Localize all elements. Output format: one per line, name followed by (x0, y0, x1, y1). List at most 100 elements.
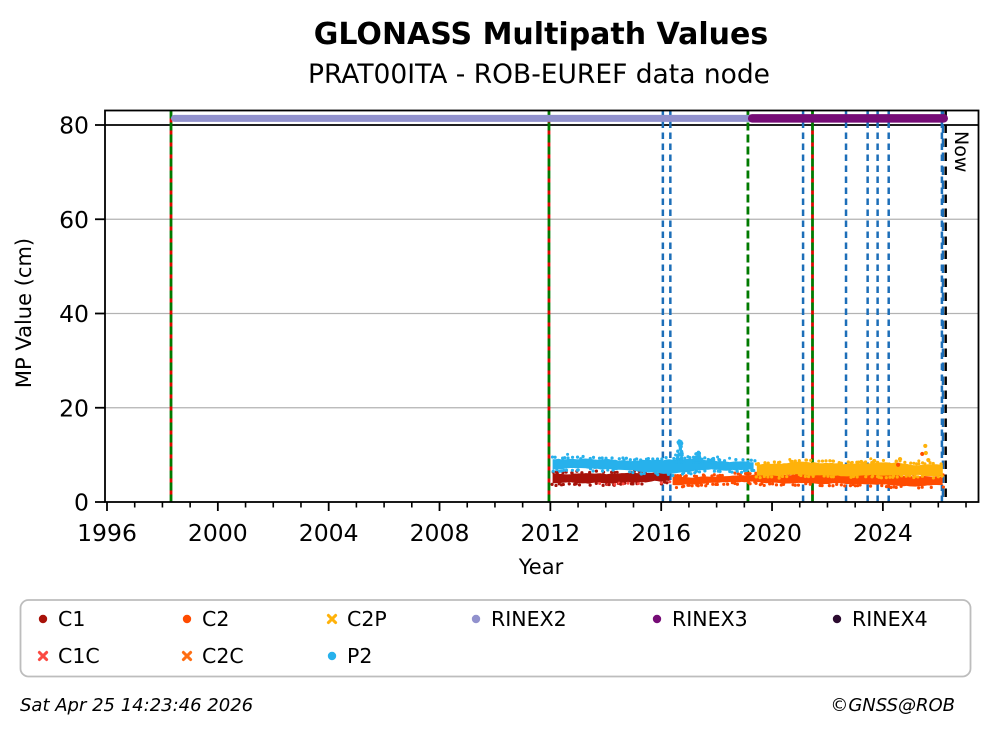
scatter-dot (622, 458, 626, 462)
scatter-dot (554, 483, 558, 488)
scatter-dot (646, 457, 650, 461)
scatter-dot (607, 482, 611, 487)
scatter-dot (553, 455, 557, 459)
scatter-dot (748, 472, 752, 476)
scatter-dot (849, 475, 853, 479)
scatter-dot (703, 456, 707, 460)
axes-frame (104, 109, 980, 503)
scatter-dot (642, 471, 646, 476)
legend-label-c2: C2 (202, 607, 229, 631)
scatter-dot (808, 482, 812, 486)
scatter-dot (664, 455, 668, 460)
scatter-dot (888, 475, 892, 479)
scatter-dot (640, 482, 644, 486)
now-label: Now (950, 131, 972, 172)
outlier-dot (872, 458, 877, 464)
scatter-dot (696, 484, 700, 488)
y-tick-label: 40 (59, 300, 89, 328)
x-tick-label: 2004 (299, 519, 359, 547)
scatter-dot (679, 444, 683, 449)
legend-label-rinex2: RINEX2 (491, 607, 567, 631)
scatter-dot (689, 472, 693, 476)
scatter-dot (635, 457, 639, 461)
scatter-dot (588, 467, 593, 471)
chart-title: GLONASS Multipath Values (314, 17, 768, 52)
legend-label-c1c: C1C (58, 644, 100, 668)
scatter-dot (746, 459, 750, 463)
scatter-dot (679, 456, 684, 460)
scatter-dot (777, 476, 781, 480)
scatter-dot (753, 459, 757, 463)
scatter-dot (766, 475, 770, 479)
scatter-dot (688, 455, 692, 460)
scatter-dot (674, 453, 678, 457)
scatter-dot (725, 482, 730, 486)
scatter-dot (912, 461, 916, 465)
scatter-dot (768, 482, 772, 486)
scatter-dot (628, 470, 632, 474)
scatter-dot (611, 468, 615, 472)
scatter-dot (762, 483, 766, 488)
scatter-dot (822, 474, 826, 478)
scatter-dot (601, 483, 605, 488)
scatter-dot (864, 475, 868, 479)
scatter-dot (871, 474, 875, 478)
legend-label-c2p: C2P (347, 607, 387, 631)
scatter-dot (762, 474, 766, 479)
x-tick-label: 2012 (520, 519, 580, 547)
gridlines (105, 124, 979, 409)
scatter-dot (760, 481, 764, 486)
scatter-dot (655, 457, 660, 461)
scatter-dot (824, 459, 828, 463)
scatter-dot (797, 458, 801, 463)
x-tick-label: 2016 (631, 519, 691, 547)
scatter-dot (594, 469, 598, 473)
scatter-dot (676, 473, 680, 478)
scatter-dot (831, 484, 835, 488)
scatter-dot-fringe (598, 481, 602, 485)
outlier-dot (926, 457, 931, 463)
scatter-dot (631, 482, 635, 486)
scatter-dot (920, 474, 925, 478)
scatter-dot (720, 473, 724, 478)
copyright: ©GNSS@ROB (830, 695, 955, 716)
scatter-dot (683, 456, 687, 460)
scatter-dot (690, 484, 694, 488)
scatter-dot (712, 473, 716, 477)
scatter-dot (770, 475, 774, 479)
scatter-dot (835, 482, 839, 486)
scatter-dot (682, 471, 686, 475)
scatter-dot (581, 454, 585, 459)
y-tick-label: 0 (74, 489, 89, 517)
scatter-dot (858, 483, 862, 487)
scatter-dot (550, 455, 555, 459)
scatter-dot (588, 470, 592, 475)
y-tick-label: 20 (59, 394, 89, 422)
scatter-dot (570, 455, 575, 459)
scatter-dot (846, 460, 850, 464)
scatter-dot (610, 456, 614, 460)
scatter-dot (730, 481, 734, 485)
scatter-dot (674, 485, 679, 490)
scatter-dot (684, 474, 688, 478)
scatter-dot (913, 474, 917, 478)
scatter-dot (790, 459, 794, 464)
scatter-dot (939, 462, 943, 466)
scatter-dot (566, 452, 570, 456)
scatter-dot (752, 468, 756, 473)
scatter-dot (778, 460, 782, 464)
scatter-dot (766, 461, 770, 465)
scatter-dot (793, 483, 797, 487)
scatter-dot (718, 473, 722, 477)
scatter-dot (754, 471, 758, 475)
scatter-dot (804, 482, 808, 486)
scatter-dot (600, 456, 604, 460)
series-band-C1 (552, 472, 670, 484)
scatter-dot (843, 484, 847, 488)
scatter-dot (780, 474, 785, 479)
scatter-dot (785, 474, 789, 479)
scatter-dot (774, 483, 779, 487)
scatter-dot (561, 482, 565, 487)
scatter-dot (868, 484, 873, 488)
